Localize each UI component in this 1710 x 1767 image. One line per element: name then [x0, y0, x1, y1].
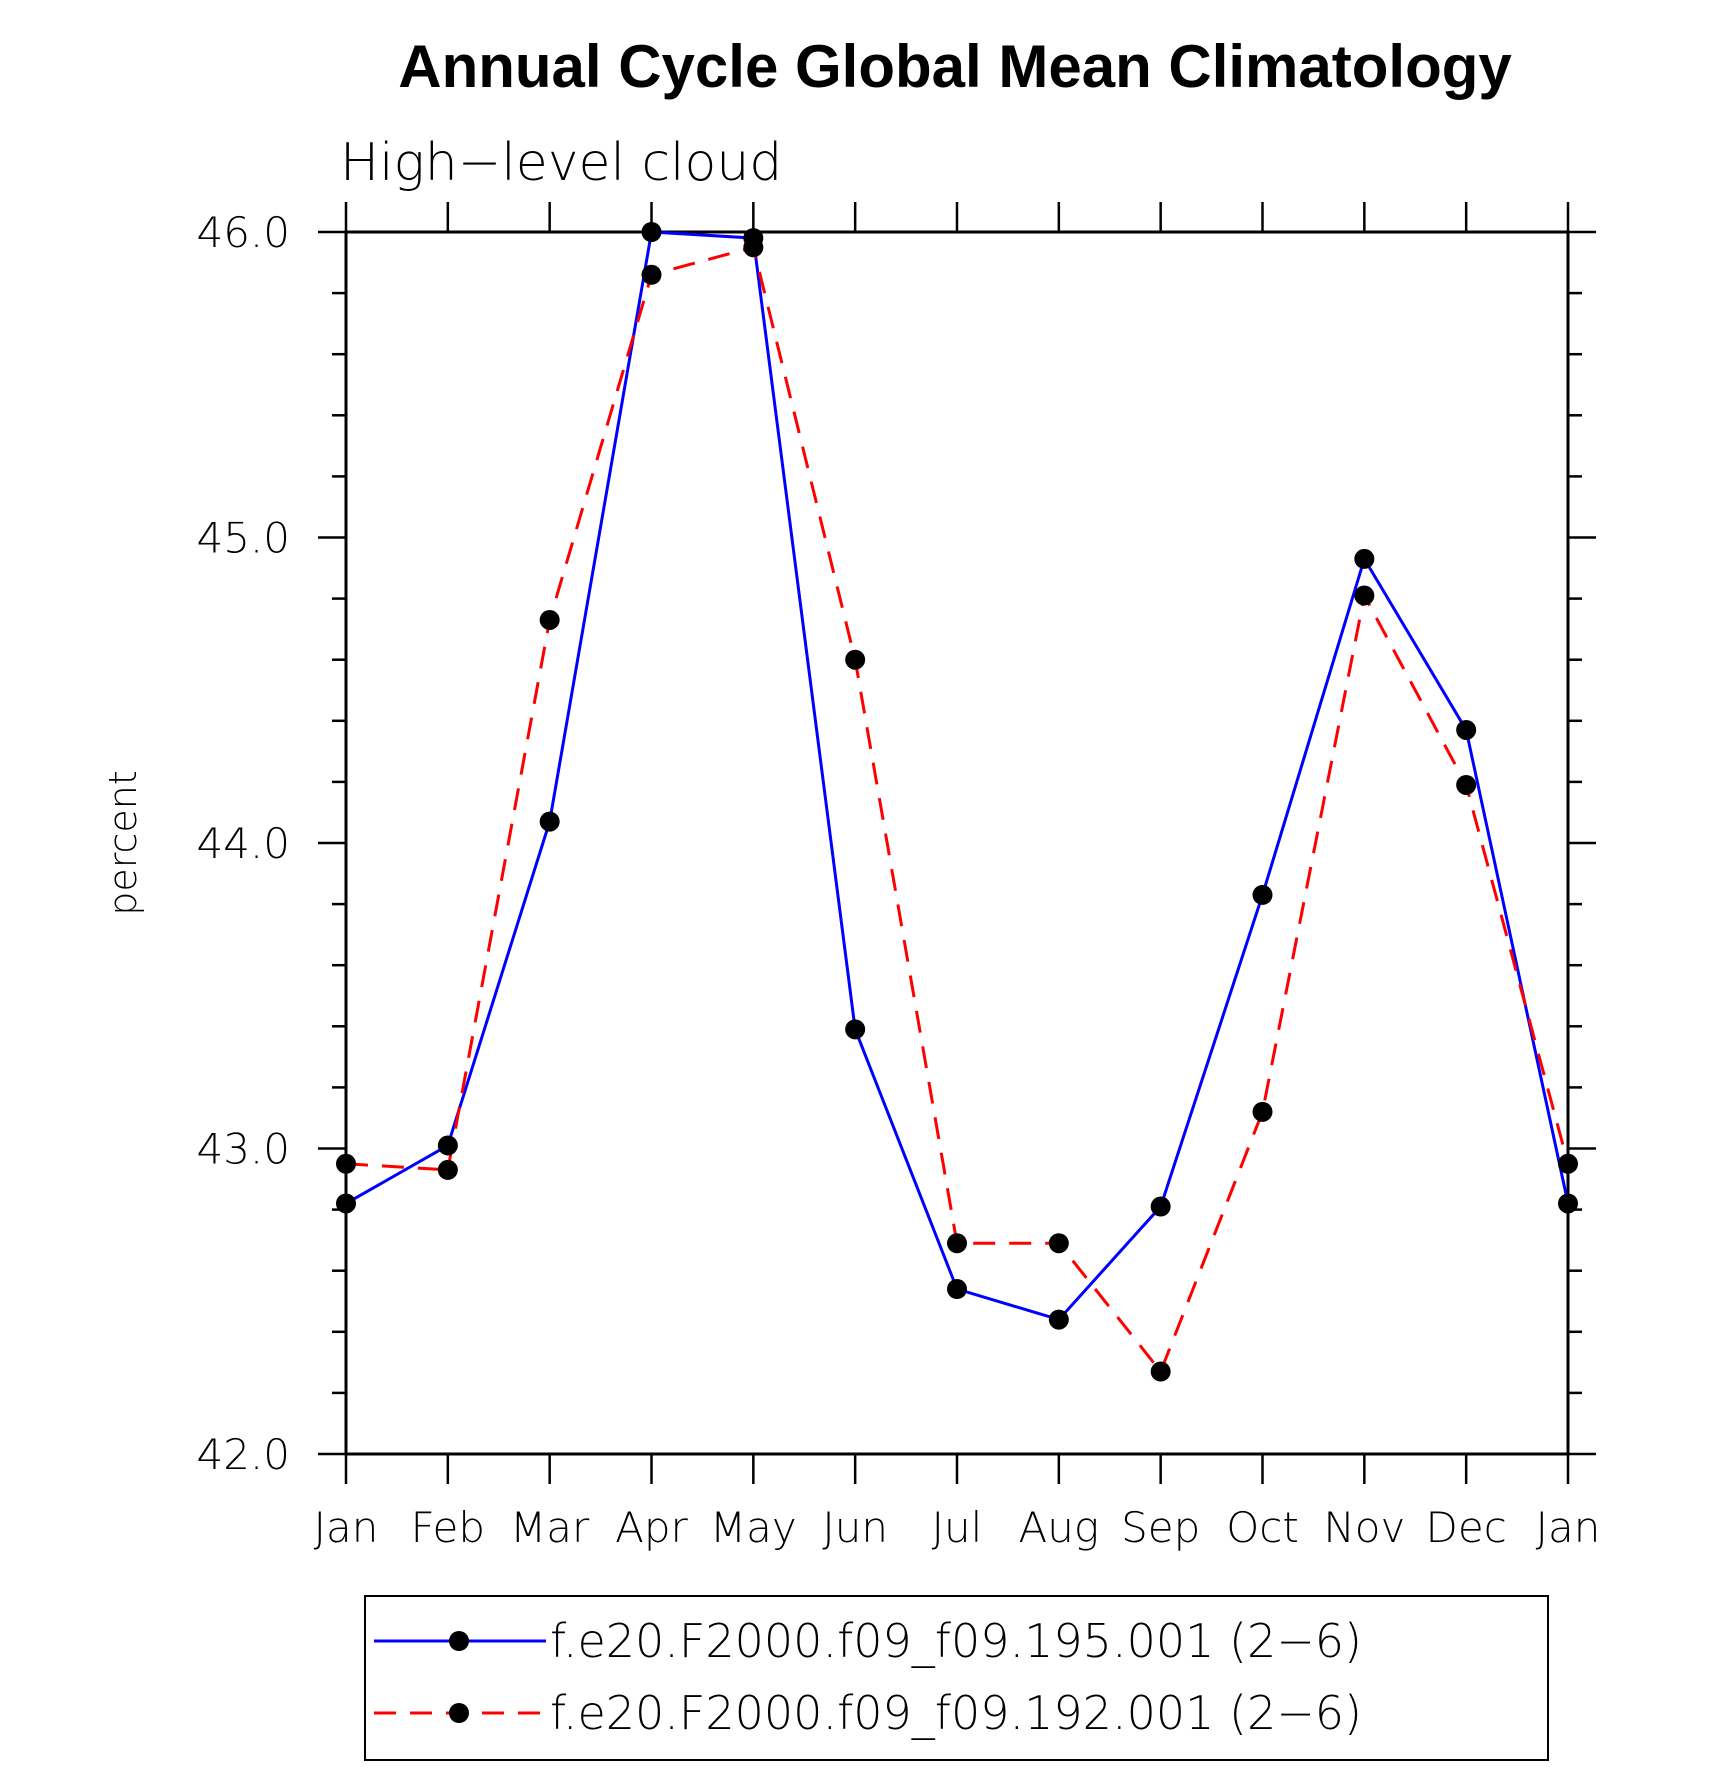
x-tick-label: Jan — [1536, 1503, 1601, 1552]
legend-label-2: f.e20.F2000.f09_f09.192.001 (2−6) — [550, 1686, 1362, 1740]
series-2-point — [539, 609, 560, 630]
series-1-point — [1252, 884, 1273, 905]
x-tick-label: Sep — [1121, 1503, 1200, 1552]
series-2-point — [1354, 585, 1375, 606]
series-1-point — [539, 811, 560, 832]
y-axis-label: percent — [101, 770, 145, 916]
series-2-point — [641, 264, 662, 285]
legend-box — [364, 1595, 1549, 1761]
x-tick-label: May — [710, 1503, 797, 1552]
series-2-point — [743, 237, 764, 258]
series-line-2 — [345, 245, 1570, 1375]
x-tick-label: Apr — [615, 1503, 688, 1552]
series-1-point — [1150, 1196, 1171, 1217]
series-2-point — [1252, 1101, 1273, 1122]
x-tick-label: Mar — [510, 1503, 590, 1552]
chart-subtitle: High−level cloud — [340, 133, 782, 193]
x-tick-label: Aug — [1019, 1503, 1100, 1552]
x-tick-label: Jan — [314, 1503, 379, 1552]
series-1-point — [1354, 548, 1375, 569]
y-tick-label: 46.0 — [196, 208, 290, 257]
series-1-point — [336, 1193, 356, 1214]
y-tick-labels: 42.0 43.0 44.0 45.0 46.0 — [196, 208, 290, 1479]
series-2-point — [437, 1159, 458, 1180]
plot-frame — [344, 230, 1570, 1456]
series-1-point — [1558, 1193, 1578, 1214]
chart-title: Annual Cycle Global Mean Climatology — [398, 33, 1512, 100]
series-2-point — [845, 649, 866, 670]
x-tick-label: Jun — [822, 1503, 888, 1552]
axis-ticks — [318, 202, 1596, 1484]
legend: f.e20.F2000.f09_f09.195.001 (2−6) f.e20.… — [364, 1595, 1549, 1761]
x-tick-label: Dec — [1426, 1503, 1507, 1552]
series-line-1 — [345, 230, 1570, 1322]
legend-swatch-marker-1 — [449, 1631, 469, 1651]
x-tick-label: Oct — [1226, 1503, 1299, 1552]
series-2-point — [1558, 1153, 1578, 1174]
series-2-point — [1150, 1361, 1171, 1382]
x-tick-label: Nov — [1323, 1503, 1405, 1552]
x-tick-label: Feb — [411, 1503, 485, 1552]
series-1-point — [947, 1279, 967, 1300]
x-tick-label: Jul — [932, 1503, 983, 1552]
series-2-point — [947, 1233, 967, 1254]
y-tick-label: 44.0 — [196, 819, 290, 868]
legend-label-1: f.e20.F2000.f09_f09.195.001 (2−6) — [550, 1614, 1362, 1668]
series-2-point — [336, 1153, 356, 1174]
series-1-point — [1456, 719, 1477, 740]
series-1-point — [1048, 1309, 1069, 1330]
series-layer — [336, 222, 1578, 1382]
series-2-point — [1048, 1233, 1069, 1254]
series-2-point — [1456, 774, 1477, 795]
legend-swatch-marker-2 — [449, 1703, 469, 1723]
series-1-point — [845, 1019, 866, 1040]
y-tick-label: 42.0 — [196, 1430, 290, 1479]
series-1-point — [437, 1135, 458, 1156]
y-tick-label: 43.0 — [196, 1125, 290, 1174]
x-tick-labels: Jan Feb Mar Apr May Jun Jul Aug Sep Oct Nov Dec Jan — [314, 1503, 1601, 1552]
series-1-point — [641, 222, 662, 242]
y-tick-label: 45.0 — [196, 514, 290, 563]
